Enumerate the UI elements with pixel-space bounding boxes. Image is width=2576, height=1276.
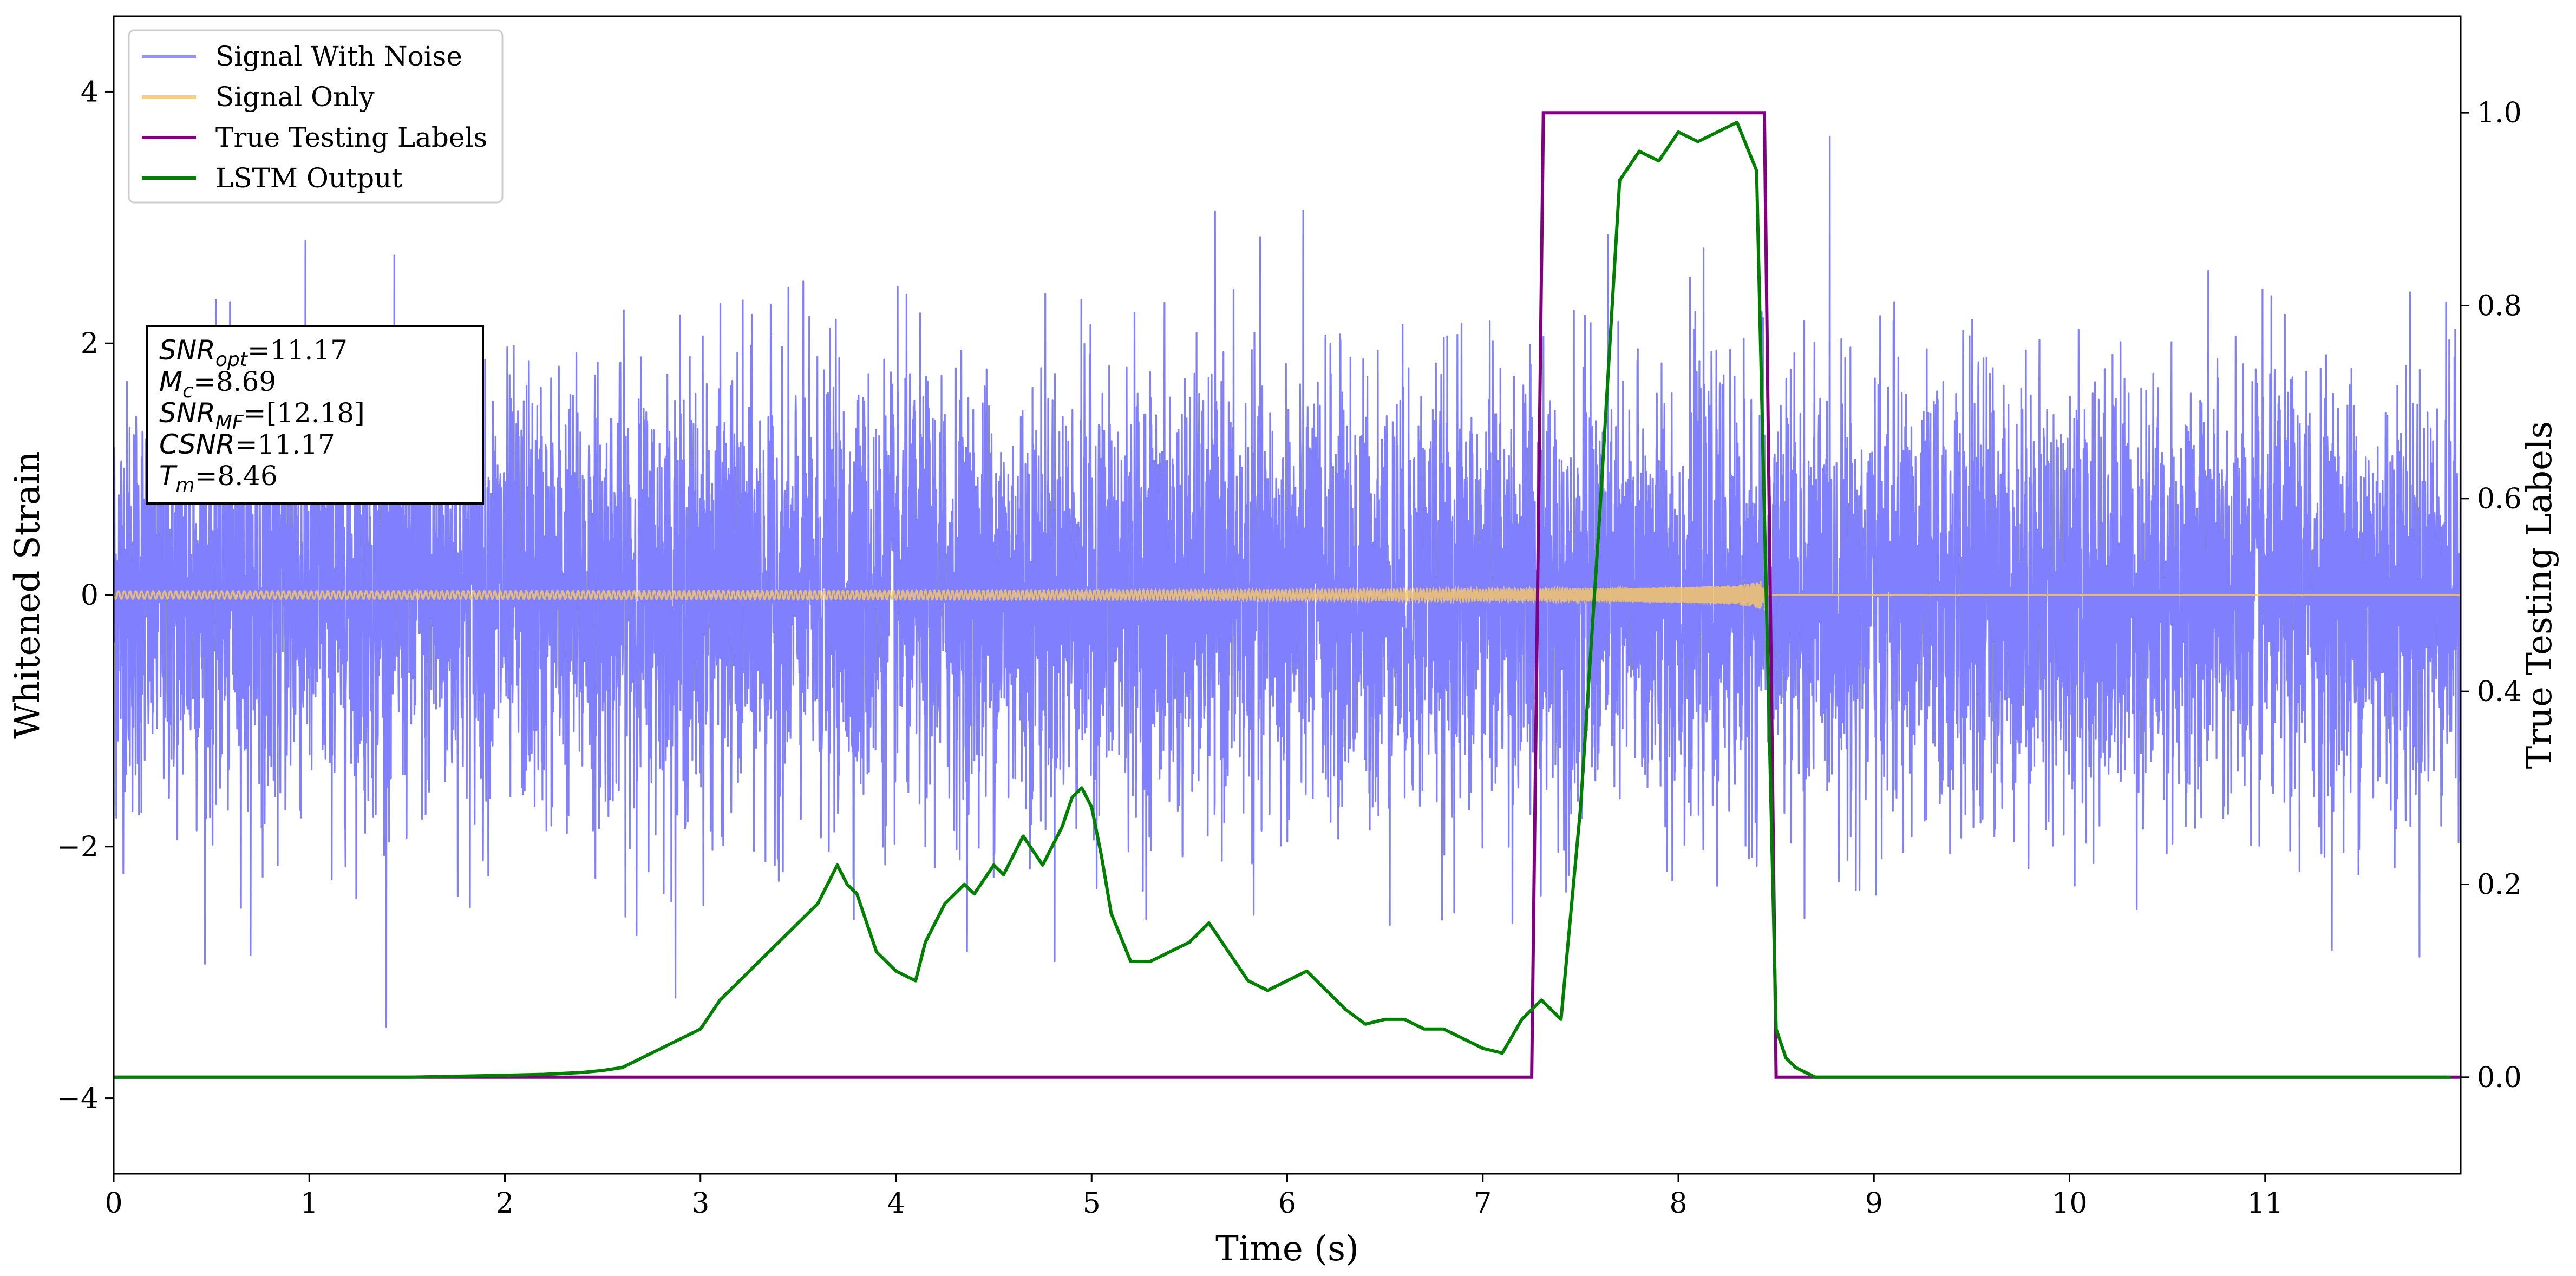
x-tick-label: 3 xyxy=(691,1187,709,1220)
annotation-line: Tm=8.46 xyxy=(159,460,278,496)
x-tick-label: 5 xyxy=(1083,1187,1101,1220)
annotation-line: CSNR=11.17 xyxy=(159,429,335,460)
annotation-line: SNRopt=11.17 xyxy=(159,335,348,371)
x-tick-label: 9 xyxy=(1865,1187,1883,1220)
x-axis-title: Time (s) xyxy=(1215,1229,1359,1269)
y-axis-right-title: True Testing Labels xyxy=(2520,421,2560,769)
x-tick-label: 11 xyxy=(2247,1187,2283,1220)
x-tick-label: 10 xyxy=(2051,1187,2087,1220)
y-right-tick-label: 0.4 xyxy=(2477,676,2522,708)
series-lstm-output xyxy=(114,121,2451,1079)
x-tick-label: 8 xyxy=(1669,1187,1687,1220)
y-axis-left-ticks: −4 −2 0 2 4 xyxy=(57,76,114,1115)
x-tick-label: 4 xyxy=(887,1187,905,1220)
x-tick-label: 6 xyxy=(1278,1187,1296,1220)
legend-frame xyxy=(128,29,504,204)
y-axis-right-ticks: 0.0 0.2 0.4 0.6 0.8 1.0 xyxy=(2461,97,2522,1094)
x-axis-ticks: 0 1 2 3 4 5 6 7 8 9 10 11 xyxy=(104,1174,2283,1220)
legend-label: LSTM Output xyxy=(215,162,402,194)
parameter-annotation-box: SNRopt=11.17Mc=8.69SNRMF=[12.18]CSNR=11.… xyxy=(146,325,484,505)
x-tick-label: 7 xyxy=(1474,1187,1492,1220)
signal-only-line xyxy=(114,577,2461,615)
y-right-tick-label: 0.8 xyxy=(2477,290,2522,323)
x-tick-label: 1 xyxy=(300,1187,318,1220)
signal-with-noise-line xyxy=(114,136,2461,1028)
y-tick-label: −4 xyxy=(57,1083,99,1115)
series-signal-with-noise xyxy=(114,136,2461,1028)
y-tick-label: 2 xyxy=(81,328,99,360)
y-tick-label: 0 xyxy=(81,579,99,612)
x-tick-label: 2 xyxy=(496,1187,514,1220)
annotation-box-frame xyxy=(146,325,484,505)
y-tick-label: 4 xyxy=(81,76,99,108)
y-right-tick-label: 0.2 xyxy=(2477,869,2522,901)
y-tick-label: −2 xyxy=(57,831,99,863)
legend-label: Signal Only xyxy=(215,81,375,113)
y-right-tick-label: 0.6 xyxy=(2477,483,2522,515)
annotation-line: SNRMF=[12.18] xyxy=(159,397,365,434)
legend: Signal With Noise Signal Only True Testing… xyxy=(128,29,504,204)
legend-label: Signal With Noise xyxy=(215,41,462,72)
annotation-line: Mc=8.69 xyxy=(159,366,276,402)
lstm-output-line xyxy=(114,121,2451,1079)
legend-label: True Testing Labels xyxy=(215,122,487,153)
y-right-tick-label: 1.0 xyxy=(2477,97,2522,129)
y-right-tick-label: 0.0 xyxy=(2477,1062,2522,1094)
y-axis-left-title: Whitened Strain xyxy=(8,451,48,738)
series-signal-only xyxy=(114,577,2461,615)
x-tick-label: 0 xyxy=(104,1187,122,1220)
